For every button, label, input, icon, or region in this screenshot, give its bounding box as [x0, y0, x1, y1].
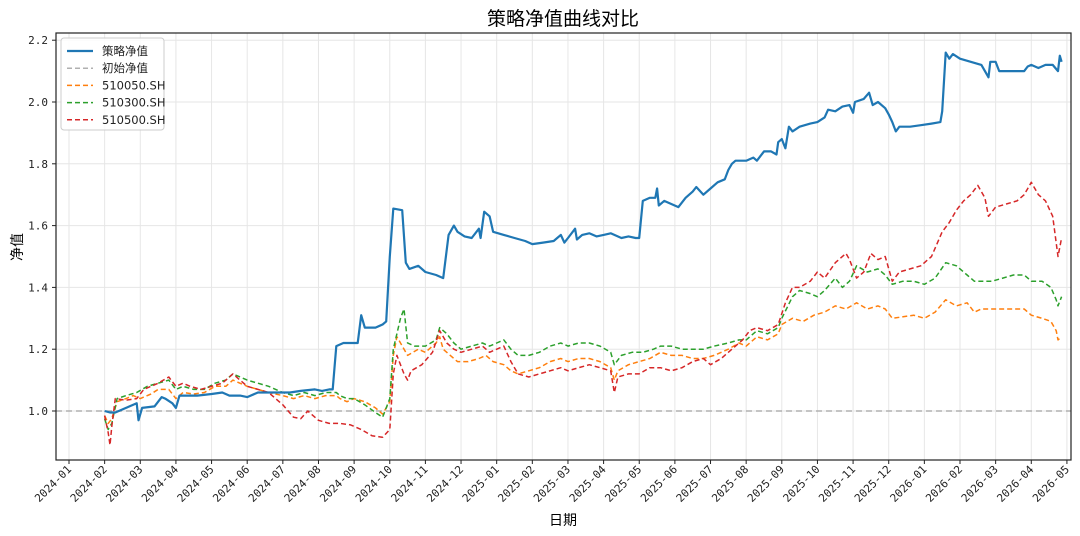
series-lines — [103, 51, 1063, 446]
y-tick-label: 2.2 — [28, 34, 48, 47]
x-tick-label: 2024-09 — [317, 463, 359, 505]
y-tick-label: 1.4 — [28, 281, 48, 294]
series-510050.SH — [103, 299, 1063, 425]
x-tick-label: 2025-09 — [745, 463, 787, 505]
y-tick-label: 1.2 — [28, 343, 48, 356]
x-tick-label: 2025-08 — [709, 463, 751, 505]
x-tick-label: 2024-06 — [210, 463, 252, 505]
series-510300.SH — [103, 261, 1063, 431]
x-tick-label: 2026-05 — [1030, 463, 1072, 505]
x-tick-label: 2024-12 — [424, 463, 466, 505]
legend-item-label: 510300.SH — [102, 96, 166, 110]
legend-item-label: 510050.SH — [102, 78, 166, 92]
x-tick-label: 2025-06 — [638, 463, 680, 505]
x-tick-label: 2024-02 — [68, 463, 110, 505]
x-tick-label: 2024-03 — [103, 463, 145, 505]
x-tick-label: 2026-03 — [959, 463, 1001, 505]
x-tick-label: 2024-07 — [246, 463, 288, 505]
legend-box — [60, 37, 165, 131]
x-tick-label: 2024-04 — [139, 463, 181, 505]
y-tick-label: 2.0 — [28, 96, 48, 109]
x-tick-label: 2025-03 — [531, 463, 573, 505]
x-tick-label: 2024-08 — [282, 463, 324, 505]
y-tick-label: 1.8 — [28, 158, 48, 171]
x-tick-label: 2024-10 — [353, 463, 395, 505]
legend-item-label: 策略净值 — [102, 44, 148, 58]
x-tick-label: 2024-05 — [175, 463, 217, 505]
x-tick-label: 2024-01 — [32, 463, 74, 505]
x-tick-label: 2026-04 — [994, 463, 1036, 505]
x-tick-label: 2025-05 — [602, 463, 644, 505]
y-axis: 1.0 1.2 1.4 1.6 1.8 2.0 2.2 — [28, 34, 56, 418]
y-axis-label: 净值 — [10, 233, 26, 261]
x-axis: 2024-012024-022024-032024-042024-052024-… — [32, 460, 1072, 505]
y-tick-label: 1.6 — [28, 220, 48, 233]
x-axis-label: 日期 — [549, 513, 577, 529]
x-tick-label: 2026-01 — [888, 463, 930, 505]
x-tick-label: 2025-10 — [781, 463, 823, 505]
grid — [56, 33, 1071, 460]
legend-item-label: 510500.SH — [102, 113, 166, 127]
chart-title: 策略净值曲线对比 — [487, 8, 639, 30]
x-tick-label: 2025-07 — [674, 463, 716, 505]
legend-item-label: 初始净值 — [102, 61, 148, 75]
x-tick-label: 2025-02 — [495, 463, 537, 505]
x-tick-label: 2024-11 — [389, 463, 431, 505]
y-tick-label: 1.0 — [28, 405, 48, 418]
x-tick-label: 2025-04 — [567, 463, 609, 505]
x-tick-label: 2025-12 — [852, 463, 894, 505]
plot-frame — [55, 32, 1072, 461]
series-510500.SH — [103, 181, 1063, 446]
x-tick-label: 2026-02 — [923, 463, 965, 505]
x-tick-label: 2025-01 — [460, 463, 502, 505]
x-tick-label: 2025-11 — [816, 463, 858, 505]
series-策略净值 — [104, 51, 1063, 422]
